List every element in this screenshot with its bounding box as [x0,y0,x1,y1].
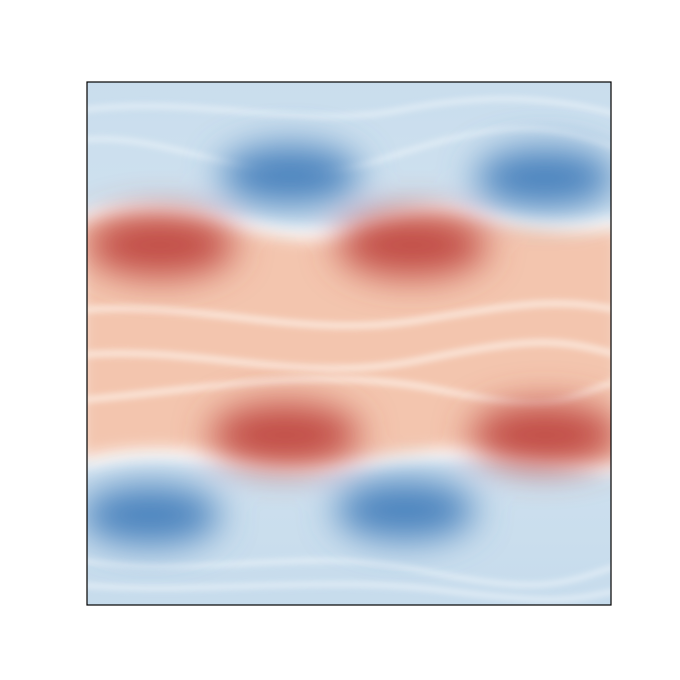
frame [86,81,612,606]
streaks-mid [87,299,611,408]
streaks-top [87,95,611,603]
field [87,82,611,605]
vortices [87,145,611,545]
